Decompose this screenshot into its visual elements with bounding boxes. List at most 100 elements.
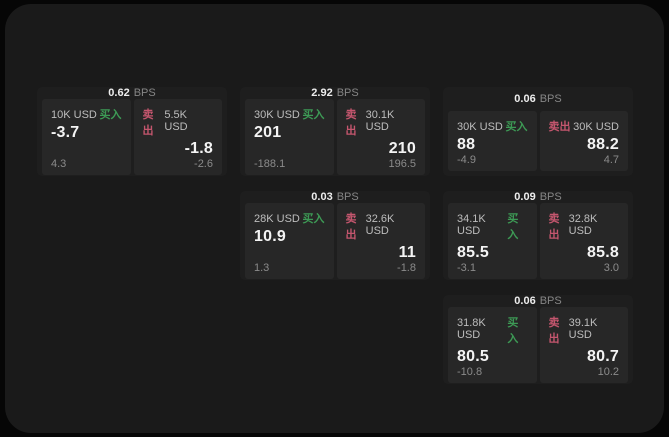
buy-price-value: 10.9 xyxy=(254,228,286,245)
buy-side-header: 31.8K USD 买入 xyxy=(457,314,528,346)
sell-change-value: 196.5 xyxy=(388,158,416,170)
sell-action-tag: 卖出 xyxy=(142,109,154,137)
bps-value: 0.62 xyxy=(108,87,130,99)
bps-value: 2.92 xyxy=(311,87,333,99)
sell-side-button[interactable]: 卖出 5.5K USD -1.8 -2.6 xyxy=(133,99,222,175)
sell-amount-label: 5.5K USD xyxy=(164,109,188,133)
bps-value: 0.03 xyxy=(311,191,333,203)
sell-amount-label: 30K USD xyxy=(573,121,619,133)
sell-action-tag: 卖出 xyxy=(548,317,560,345)
buy-amount-label: 30K USD xyxy=(457,121,503,133)
buy-action-tag: 买入 xyxy=(302,109,325,121)
buy-amount-label: 28K USD xyxy=(254,213,300,225)
quote-card-body: 30K USD 买入 88 -4.9 卖出 30K USD 88.2 4.7 xyxy=(443,111,633,176)
buy-price-value: 201 xyxy=(254,124,282,141)
buy-action-tag: 买入 xyxy=(505,121,528,133)
bps-unit-label: BPS xyxy=(539,295,562,307)
bps-value: 0.06 xyxy=(514,93,536,105)
sell-action-tag: 卖出 xyxy=(345,109,357,137)
sell-action-tag: 卖出 xyxy=(548,213,560,241)
bps-header: 0.03 BPS xyxy=(240,191,430,203)
buy-change-value: 4.3 xyxy=(51,158,67,170)
buy-side-header: 28K USD 买入 xyxy=(254,210,325,226)
buy-price-value: 88 xyxy=(457,136,476,153)
quote-card-body: 31.8K USD 买入 80.5 -10.8 卖出 39.1K USD 80.… xyxy=(443,307,633,384)
buy-side-button[interactable]: 28K USD 买入 10.9 1.3 xyxy=(245,203,334,279)
sell-side-button[interactable]: 卖出 39.1K USD 80.7 10.2 xyxy=(539,307,628,383)
bps-unit-label: BPS xyxy=(539,191,562,203)
quote-card: 0.06 BPS 30K USD 买入 88 -4.9 卖出 30K USD 8… xyxy=(443,87,633,176)
buy-amount-label: 10K USD xyxy=(51,109,97,121)
sell-side-header: 卖出 30K USD xyxy=(549,118,620,134)
bps-unit-label: BPS xyxy=(539,93,562,105)
sell-amount-label: 39.1K USD xyxy=(568,317,598,341)
buy-side-button[interactable]: 34.1K USD 买入 85.5 -3.1 xyxy=(448,203,537,279)
buy-side-button[interactable]: 30K USD 买入 88 -4.9 xyxy=(448,111,537,171)
quote-card-body: 34.1K USD 买入 85.5 -3.1 卖出 32.8K USD 85.8… xyxy=(443,203,633,280)
buy-side-button[interactable]: 31.8K USD 买入 80.5 -10.8 xyxy=(448,307,537,383)
buy-side-header: 30K USD 买入 xyxy=(254,106,325,122)
sell-side-header: 卖出 32.6K USD xyxy=(346,210,417,242)
buy-side-button[interactable]: 10K USD 买入 -3.7 4.3 xyxy=(42,99,131,175)
bps-unit-label: BPS xyxy=(336,191,359,203)
buy-amount-label: 31.8K USD xyxy=(457,317,486,341)
buy-action-tag: 买入 xyxy=(507,317,519,345)
sell-price-value: 11 xyxy=(398,244,416,261)
buy-price-value: 80.5 xyxy=(457,348,489,365)
sell-side-header: 卖出 32.8K USD xyxy=(549,210,620,242)
buy-side-button[interactable]: 30K USD 买入 201 -188.1 xyxy=(245,99,334,175)
sell-amount-label: 32.6K USD xyxy=(365,213,395,237)
sell-side-button[interactable]: 卖出 30K USD 88.2 4.7 xyxy=(539,111,628,171)
sell-side-header: 卖出 39.1K USD xyxy=(549,314,620,346)
bps-header: 0.09 BPS xyxy=(443,191,633,203)
quote-cards-grid: 0.62 BPS 10K USD 买入 -3.7 4.3 卖出 5.5K USD… xyxy=(37,87,633,384)
buy-amount-label: 34.1K USD xyxy=(457,213,486,237)
sell-change-value: -1.8 xyxy=(397,262,416,274)
bps-unit-label: BPS xyxy=(336,87,359,99)
sell-change-value: 3.0 xyxy=(603,262,619,274)
buy-side-header: 30K USD 买入 xyxy=(457,118,528,134)
quote-card-body: 28K USD 买入 10.9 1.3 卖出 32.6K USD 11 -1.8 xyxy=(240,203,430,280)
sell-side-button[interactable]: 卖出 32.6K USD 11 -1.8 xyxy=(336,203,425,279)
buy-side-header: 34.1K USD 买入 xyxy=(457,210,528,242)
sell-price-value: 85.8 xyxy=(587,244,619,261)
sell-amount-label: 30.1K USD xyxy=(365,109,395,133)
quote-card: 0.06 BPS 31.8K USD 买入 80.5 -10.8 卖出 39.1… xyxy=(443,295,633,384)
bps-unit-label: BPS xyxy=(133,87,156,99)
sell-side-header: 卖出 30.1K USD xyxy=(346,106,417,138)
sell-amount-label: 32.8K USD xyxy=(568,213,598,237)
sell-change-value: 10.2 xyxy=(597,366,619,378)
buy-side-header: 10K USD 买入 xyxy=(51,106,122,122)
buy-change-value: -188.1 xyxy=(254,158,286,170)
quote-card: 2.92 BPS 30K USD 买入 201 -188.1 卖出 30.1K … xyxy=(240,87,430,176)
buy-amount-label: 30K USD xyxy=(254,109,300,121)
bps-header: 0.06 BPS xyxy=(443,295,633,307)
sell-price-value: 80.7 xyxy=(587,348,619,365)
quote-card-body: 10K USD 买入 -3.7 4.3 卖出 5.5K USD -1.8 -2.… xyxy=(37,99,227,176)
sell-price-value: -1.8 xyxy=(184,140,213,157)
buy-price-value: -3.7 xyxy=(51,124,80,141)
sell-change-value: 4.7 xyxy=(603,154,619,166)
quote-card: 0.03 BPS 28K USD 买入 10.9 1.3 卖出 32.6K US… xyxy=(240,191,430,280)
bps-header: 0.62 BPS xyxy=(37,87,227,99)
sell-side-button[interactable]: 卖出 30.1K USD 210 196.5 xyxy=(336,99,425,175)
bps-header: 0.06 BPS xyxy=(443,87,633,111)
quote-card: 0.09 BPS 34.1K USD 买入 85.5 -3.1 卖出 32.8K… xyxy=(443,191,633,280)
bps-value: 0.06 xyxy=(514,295,536,307)
bps-value: 0.09 xyxy=(514,191,536,203)
sell-price-value: 210 xyxy=(388,140,416,157)
quote-card: 0.62 BPS 10K USD 买入 -3.7 4.3 卖出 5.5K USD… xyxy=(37,87,227,176)
buy-price-value: 85.5 xyxy=(457,244,489,261)
buy-action-tag: 买入 xyxy=(302,213,325,225)
buy-change-value: -10.8 xyxy=(457,366,483,378)
sell-side-button[interactable]: 卖出 32.8K USD 85.8 3.0 xyxy=(539,203,628,279)
buy-change-value: 1.3 xyxy=(254,262,270,274)
sell-action-tag: 卖出 xyxy=(345,213,357,241)
buy-action-tag: 买入 xyxy=(507,213,519,241)
sell-price-value: 88.2 xyxy=(587,136,619,153)
buy-change-value: -3.1 xyxy=(457,262,476,274)
quotes-panel: 0.62 BPS 10K USD 买入 -3.7 4.3 卖出 5.5K USD… xyxy=(5,4,664,433)
sell-side-header: 卖出 5.5K USD xyxy=(143,106,214,138)
quote-card-body: 30K USD 买入 201 -188.1 卖出 30.1K USD 210 1… xyxy=(240,99,430,176)
sell-change-value: -2.6 xyxy=(194,158,213,170)
